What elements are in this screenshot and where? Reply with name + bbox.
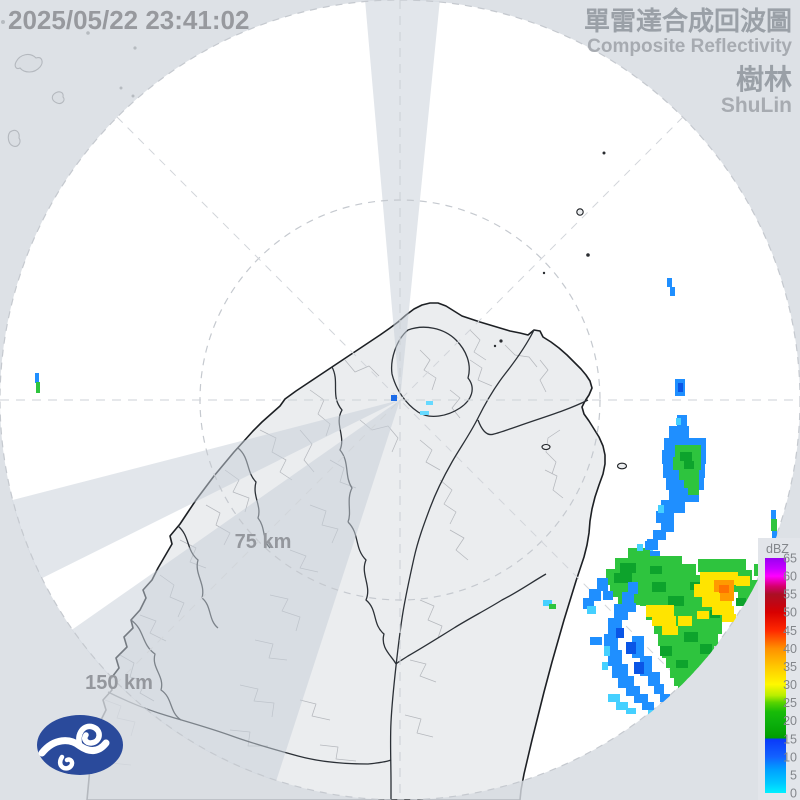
station-name-chinese: 樹林 [736,64,792,95]
echo-patch [543,600,552,606]
echo-patch [587,544,643,614]
colorbar-tick: 25 [783,696,797,710]
echo-patch [420,401,433,415]
station-name-english: ShuLin [721,94,792,117]
title-chinese: 單雷達合成回波圖 [584,6,792,36]
islet-pengjia [576,208,584,216]
colorbar-tick: 5 [790,768,797,782]
echo-patch [590,582,670,710]
echo-patch [614,563,636,583]
cwa-logo [37,715,123,775]
label-150km: 150 km [85,672,153,694]
gridline-nw-se [116,116,684,684]
colorbar-tick: 10 [783,750,797,764]
colorbar-tick: 35 [783,660,797,674]
echo-patch [667,278,675,296]
echo-patch [36,382,40,393]
colorbar-tick: 60 [783,570,797,584]
colorbar-tick: 20 [783,714,797,728]
echo-patch [678,383,683,392]
colorbar-tick: 30 [783,678,797,692]
cwa-logo-wave [38,723,110,771]
wedge-west [0,400,400,596]
wedge-north [361,0,444,400]
colorbar-tick: 65 [783,552,797,566]
echo-patch [616,628,644,674]
echo-patch [771,519,777,531]
title-english: Composite Reflectivity [587,36,792,57]
echo-patch [646,572,750,635]
islet-guishan [616,462,628,470]
timestamp: 2025/05/22 23:41:02 [8,5,249,35]
reflectivity-echoes [35,278,777,716]
echo-patch [771,510,777,538]
gridline-ne-sw [116,116,684,684]
colorbar-scale [765,558,786,793]
echo-patch [549,604,556,609]
colorbar-tick: 55 [783,588,797,602]
colorbar-tick: 15 [783,732,797,746]
echo-patch [35,373,39,383]
colorbar-unit: dBZ [766,542,789,556]
colorbar-tick: 0 [790,787,797,800]
label-75km: 75 km [235,531,292,553]
echo-patch [680,452,694,469]
radar-station-marker [391,395,397,401]
echo-patch [719,585,729,593]
colorbar-tick: 50 [783,606,797,620]
colorbar-tick: 45 [783,624,797,638]
colorbar-tick: 40 [783,642,797,656]
